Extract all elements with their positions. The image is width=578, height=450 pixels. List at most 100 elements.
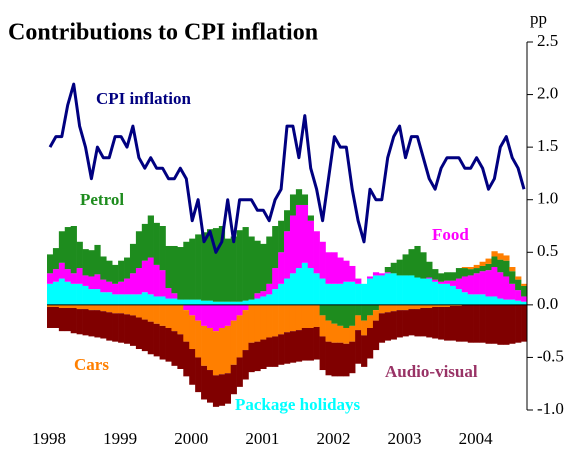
bar [343,343,350,377]
bar [248,236,255,300]
bar [515,276,522,280]
bar [147,257,154,295]
bar [183,341,190,377]
bar [473,273,480,295]
bar [479,271,486,295]
x-tick-label: 2004 [459,429,494,448]
bar [426,308,433,338]
chart-title: Contributions to CPI inflation [8,20,318,46]
bar [361,283,368,305]
bar [485,270,492,297]
bar [289,304,297,332]
bar [444,306,451,341]
bar [331,304,338,324]
bar [461,292,469,305]
bar [260,291,267,297]
bar [503,260,510,277]
bar [195,357,202,393]
bar [201,365,208,400]
bar [402,254,409,276]
bar [70,308,77,334]
bar [88,250,95,277]
bar [503,304,510,345]
bar [153,304,160,324]
bar [485,263,492,271]
series-label: Cars [74,355,109,374]
bar [467,304,474,343]
bar [491,256,498,268]
bar [254,341,261,372]
bar [432,269,439,280]
bar [509,271,516,284]
series-label: Audio-visual [385,362,478,381]
bar [361,304,368,321]
bars [47,189,528,407]
bar [461,268,469,277]
series-label: Petrol [80,190,124,209]
bar [124,294,131,305]
bar [272,268,279,290]
bar [88,304,95,311]
bar [307,304,314,328]
bar [47,306,54,328]
bar [367,278,374,305]
bar [432,279,439,282]
bar [100,292,107,305]
bar [118,281,125,295]
bar [414,309,421,337]
bar [58,308,66,332]
bar [390,311,397,340]
bar [106,312,113,341]
bar [47,273,54,284]
bar [301,194,309,205]
bar [408,309,415,336]
bar [153,264,160,297]
bar [52,269,60,282]
bar [337,304,344,326]
bar [183,304,190,311]
bar [521,285,528,297]
bar [402,275,409,305]
bar [384,267,392,273]
bar [390,304,397,312]
bar [455,289,463,305]
bar [82,285,89,305]
bar [337,342,344,377]
bar [473,268,480,274]
bar [284,210,291,232]
bar [52,281,60,305]
bar [189,315,196,350]
bar [408,275,415,305]
x-tick-label: 1999 [103,429,137,448]
bar [278,252,285,284]
bar [449,280,457,286]
bar [94,310,101,338]
bar [118,304,125,314]
bar [284,332,291,364]
bar [207,304,214,328]
bar [207,300,214,305]
bar [455,268,463,279]
bar [224,304,232,326]
bar [88,289,95,305]
bar [278,334,285,365]
bar [129,273,137,295]
bar [491,251,498,257]
bar [100,311,107,339]
bar [224,325,232,374]
bar [112,264,119,284]
bar [230,364,237,395]
bar [106,260,113,282]
bar [295,189,303,205]
bar [106,292,113,305]
bar [165,327,172,362]
bar [367,315,374,328]
bar [195,320,202,358]
bar [106,304,113,313]
bar [491,267,498,297]
bar [70,304,77,309]
bar [295,204,303,269]
bar [449,305,457,341]
bar [372,310,380,321]
